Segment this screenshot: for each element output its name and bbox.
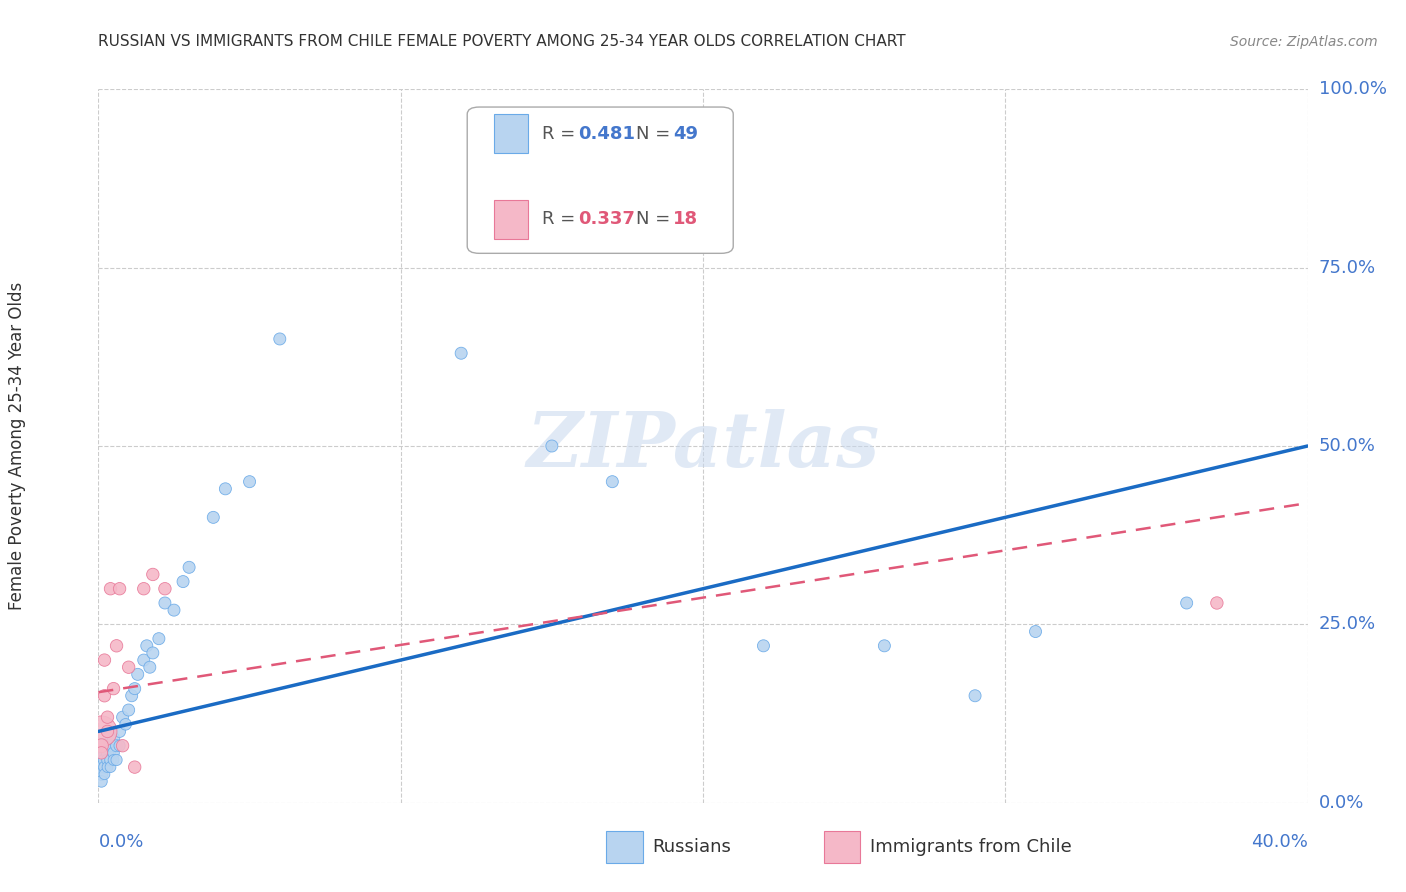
Text: Russians: Russians (652, 838, 731, 856)
Point (103, 746, 125, 760)
Point (139, 660, 162, 674)
Point (108, 582, 131, 596)
Text: 100.0%: 100.0% (1319, 80, 1386, 98)
Point (602, 475, 624, 489)
Point (105, 639, 128, 653)
Point (93, 689, 115, 703)
Point (103, 753, 125, 767)
Point (111, 710, 134, 724)
Point (90, 746, 112, 760)
Point (93, 739, 115, 753)
Point (1024, 624, 1046, 639)
Point (135, 639, 157, 653)
Text: 0.0%: 0.0% (98, 833, 143, 851)
Point (108, 724, 131, 739)
Point (105, 739, 128, 753)
Point (100, 739, 122, 753)
Point (90, 760, 112, 774)
Text: ZIPatlas: ZIPatlas (526, 409, 880, 483)
Point (118, 660, 141, 674)
Point (93, 653, 115, 667)
Point (142, 646, 165, 660)
Point (1206, 596, 1229, 610)
Text: 75.0%: 75.0% (1319, 259, 1376, 277)
FancyBboxPatch shape (494, 200, 527, 239)
Point (93, 767, 115, 781)
Point (103, 681, 125, 696)
Point (90, 767, 112, 781)
Text: 0.481: 0.481 (578, 125, 636, 143)
Point (100, 582, 122, 596)
Point (111, 739, 134, 753)
Text: N =: N = (637, 125, 676, 143)
Point (153, 582, 176, 596)
Point (172, 574, 194, 589)
Point (202, 510, 225, 524)
Point (214, 482, 236, 496)
Point (105, 753, 128, 767)
Point (132, 653, 155, 667)
Text: Immigrants from Chile: Immigrants from Chile (870, 838, 1071, 856)
FancyBboxPatch shape (606, 831, 643, 863)
Point (114, 717, 136, 731)
Point (873, 639, 896, 653)
Point (752, 639, 775, 653)
Text: Female Poverty Among 25-34 Year Olds: Female Poverty Among 25-34 Year Olds (8, 282, 25, 610)
FancyBboxPatch shape (824, 831, 860, 863)
Point (540, 439, 562, 453)
FancyBboxPatch shape (494, 114, 527, 153)
Point (90, 774, 112, 789)
Text: R =: R = (543, 125, 581, 143)
Point (103, 731, 125, 746)
Text: 40.0%: 40.0% (1251, 833, 1308, 851)
Point (93, 753, 115, 767)
Point (121, 689, 143, 703)
Point (148, 632, 170, 646)
Point (239, 475, 262, 489)
Text: RUSSIAN VS IMMIGRANTS FROM CHILE FEMALE POVERTY AMONG 25-34 YEAR OLDS CORRELATIO: RUSSIAN VS IMMIGRANTS FROM CHILE FEMALE … (98, 34, 905, 49)
Point (269, 332, 291, 346)
Point (90, 746, 112, 760)
Point (153, 596, 176, 610)
Point (127, 667, 149, 681)
Point (118, 703, 141, 717)
Point (124, 681, 146, 696)
Point (124, 760, 146, 774)
Text: N =: N = (637, 211, 676, 228)
Point (96, 746, 118, 760)
Text: Source: ZipAtlas.com: Source: ZipAtlas.com (1230, 35, 1378, 49)
Text: 50.0%: 50.0% (1319, 437, 1375, 455)
Point (132, 582, 155, 596)
Text: 0.0%: 0.0% (1319, 794, 1364, 812)
Point (965, 689, 987, 703)
Point (450, 346, 472, 360)
Text: 49: 49 (672, 125, 697, 143)
Point (100, 753, 122, 767)
Point (177, 560, 201, 574)
Point (96, 710, 118, 724)
Text: R =: R = (543, 211, 581, 228)
Text: 0.337: 0.337 (578, 211, 636, 228)
Point (142, 567, 165, 582)
Point (100, 760, 122, 774)
Point (90, 724, 112, 739)
Point (96, 760, 118, 774)
Point (108, 739, 131, 753)
Text: 18: 18 (672, 211, 697, 228)
Point (1175, 596, 1198, 610)
Point (96, 753, 118, 767)
Point (90, 739, 112, 753)
Point (163, 603, 186, 617)
Point (93, 760, 115, 774)
FancyBboxPatch shape (467, 107, 734, 253)
Point (96, 724, 118, 739)
Text: 25.0%: 25.0% (1319, 615, 1376, 633)
Point (90, 753, 112, 767)
